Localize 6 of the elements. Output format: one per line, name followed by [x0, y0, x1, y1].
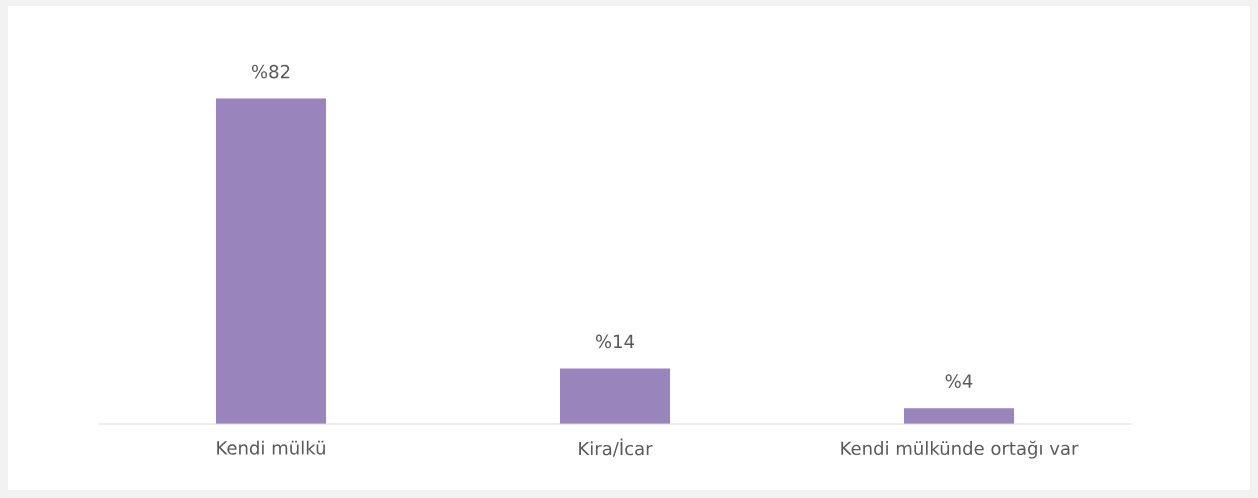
data-label: %14	[595, 334, 635, 349]
data-label: %4	[945, 374, 973, 388]
data-label: %82	[251, 64, 290, 79]
x-tick-label: Kendi mülkü	[217, 440, 325, 455]
x-tick-label: Kendi mülkünde ortağı var	[841, 440, 1079, 459]
x-tick-label: Kira/İcar	[579, 438, 653, 457]
